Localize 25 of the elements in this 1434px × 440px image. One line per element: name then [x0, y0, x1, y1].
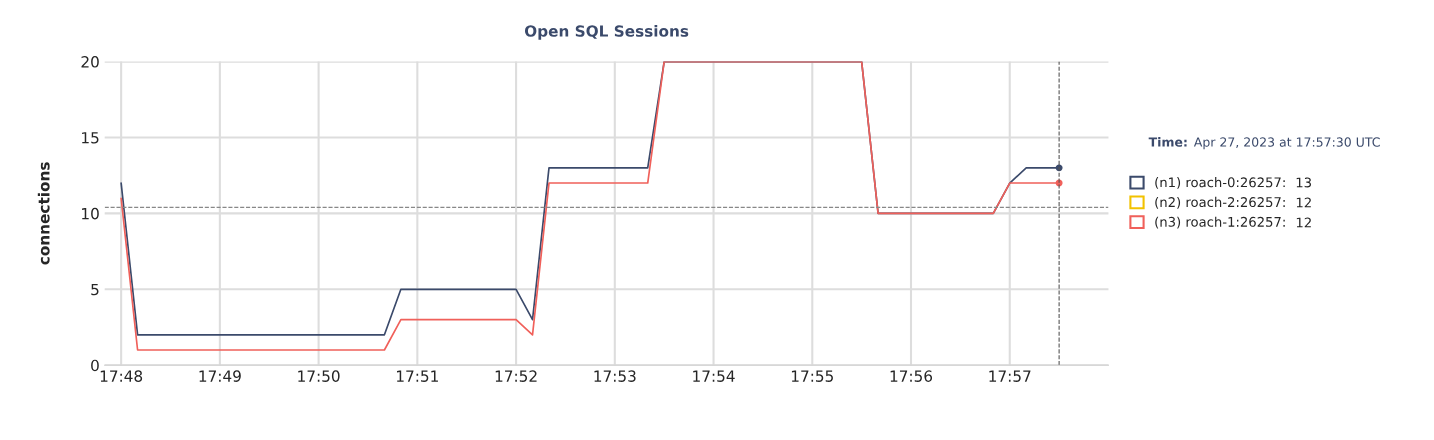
- y-tick-label: 20: [81, 56, 99, 68]
- x-tick-label: 17:53: [594, 370, 636, 382]
- chart-title: Open SQL Sessions: [524, 24, 689, 40]
- x-tick-label: 17:56: [890, 370, 933, 382]
- x-tick-label: 17:52: [495, 370, 537, 382]
- x-tick-label: 17:51: [397, 370, 438, 382]
- x-tick-label: 17:55: [791, 370, 833, 382]
- x-tick-label: 17:57: [989, 370, 1031, 382]
- y-tick-label: 15: [82, 132, 99, 144]
- y-tick-label: 5: [91, 283, 99, 296]
- x-tick-label: 17:54: [693, 370, 735, 382]
- y-tick-label: 0: [91, 359, 99, 372]
- text: 12: [1296, 217, 1311, 228]
- x-tick-label: 17:50: [298, 370, 340, 382]
- x-tick-label: 17:48: [100, 370, 143, 382]
- x-tick-label: 17:49: [199, 370, 241, 382]
- text: Apr 27, 2023 at 17:57:30 UTC: [1193, 137, 1380, 150]
- legend-label: (n1) roach-0:26257:: [1155, 177, 1285, 189]
- y-axis-title: connections: [37, 162, 50, 265]
- text: 13: [1296, 177, 1311, 188]
- legend-label: (n3) roach-1:26257:: [1155, 216, 1285, 229]
- text: 12: [1296, 197, 1311, 208]
- y-tick-label: 10: [82, 207, 99, 220]
- text: Time:: [1148, 137, 1187, 147]
- legend-label: (n2) roach-2:26257:: [1155, 196, 1285, 209]
